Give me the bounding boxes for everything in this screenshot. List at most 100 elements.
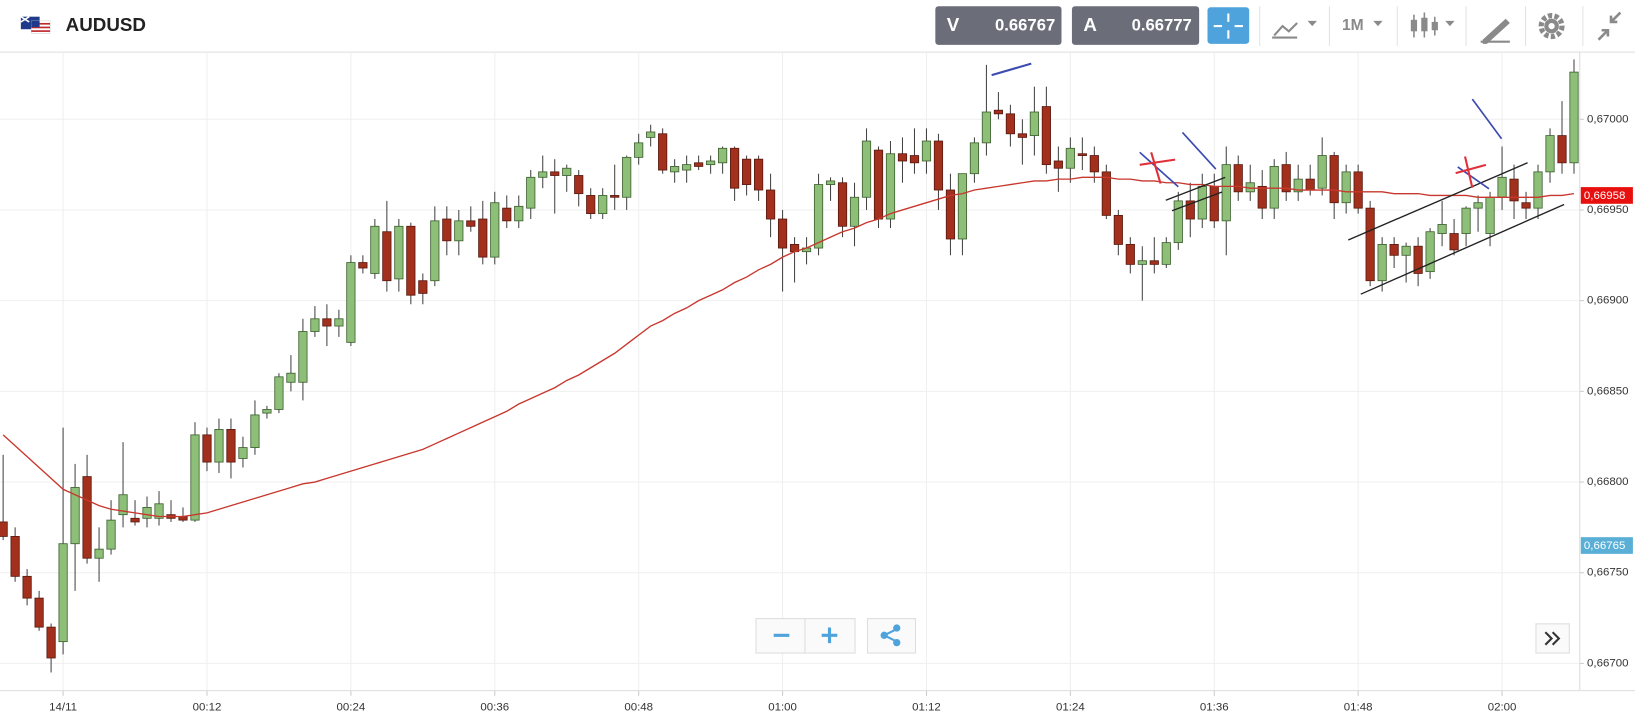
- candle-body: [885, 153, 896, 220]
- y-tick-label: 0,66800: [1587, 476, 1628, 488]
- candle-body: [993, 109, 1004, 115]
- price-tag: [1580, 537, 1633, 554]
- candle-body: [1293, 178, 1303, 193]
- timeframe-button[interactable]: 1M: [1342, 17, 1383, 34]
- candle-body: [897, 153, 908, 162]
- candle-body: [1329, 155, 1339, 204]
- candle-body: [58, 543, 68, 643]
- candle-body: [1257, 185, 1267, 209]
- candle-body: [466, 220, 476, 227]
- candle-body: [658, 133, 668, 171]
- candle-body: [1485, 196, 1495, 234]
- candle-body: [622, 156, 632, 198]
- candle-body: [1065, 147, 1075, 169]
- chart-type-button[interactable]: [1272, 20, 1317, 39]
- candle-style-button[interactable]: [1410, 12, 1455, 38]
- candle-body: [1509, 178, 1519, 202]
- candle-body: [1533, 171, 1543, 209]
- candle-body: [538, 171, 548, 178]
- draw-button[interactable]: [1480, 18, 1510, 44]
- x-tick-label: 01:24: [1056, 701, 1085, 713]
- x-tick-label: 00:36: [480, 701, 509, 713]
- candle-body: [430, 220, 440, 282]
- candle-body: [1209, 185, 1219, 222]
- candle-body: [274, 376, 284, 410]
- moving-average-line: [2, 176, 1575, 518]
- candle-body: [82, 476, 92, 559]
- candle-body: [1341, 171, 1351, 204]
- collapse-button[interactable]: [1597, 11, 1622, 41]
- candle-body: [226, 429, 236, 463]
- candle-body: [142, 507, 152, 519]
- candle-body: [262, 409, 272, 414]
- candle-body: [382, 231, 392, 282]
- candle-body: [1017, 133, 1027, 138]
- price-tag: [1580, 187, 1633, 204]
- candle-body: [610, 195, 620, 198]
- candle-body: [1425, 231, 1435, 273]
- candle-body: [694, 162, 704, 167]
- timeframe: 1M: [1342, 17, 1364, 34]
- candle-body: [394, 225, 404, 280]
- candle-body: [957, 173, 968, 240]
- candle-body: [490, 202, 500, 258]
- candle-body: [514, 205, 524, 222]
- candle-body: [1077, 153, 1087, 156]
- candle-body: [718, 147, 728, 164]
- candle-body: [682, 164, 692, 171]
- candle-body: [346, 262, 356, 343]
- y-tick-label: 0,66700: [1587, 657, 1628, 669]
- x-tick-label: 01:12: [912, 701, 941, 713]
- candle-body: [706, 160, 716, 166]
- toolbar: [0, 0, 1635, 53]
- candle-body: [1113, 214, 1123, 245]
- x-tick-label: 01:36: [1200, 701, 1229, 713]
- candle-body: [1125, 244, 1135, 265]
- candle-body: [562, 167, 572, 176]
- candle-body: [406, 225, 416, 296]
- candle-body: [1569, 71, 1579, 164]
- candle-body: [46, 626, 56, 659]
- candle-body: [909, 155, 920, 164]
- crosshair-button[interactable]: [1207, 7, 1250, 44]
- candle-body: [825, 180, 836, 185]
- candle-body: [1305, 178, 1315, 191]
- buy-button[interactable]: A 0.66777: [1071, 6, 1200, 45]
- x-tick-label: 14/11: [49, 701, 77, 713]
- candle-body: [298, 331, 308, 383]
- candle-body: [1281, 164, 1291, 193]
- candle-body: [1497, 176, 1507, 198]
- candle-body: [70, 487, 80, 545]
- zoom-in-button[interactable]: [804, 618, 856, 654]
- candle-body: [202, 434, 212, 463]
- share-button[interactable]: [867, 618, 917, 654]
- candle-body: [586, 195, 596, 215]
- settings-button[interactable]: [1538, 13, 1565, 40]
- candle-body: [1377, 244, 1387, 282]
- x-tick-label: 00:48: [624, 701, 653, 713]
- price-tag-label: 0,66765: [1584, 540, 1625, 552]
- y-tick-label: 0,67000: [1587, 113, 1628, 125]
- candle-body: [106, 519, 116, 550]
- candle-body: [1389, 244, 1399, 256]
- sell-label: V: [947, 14, 960, 35]
- buy-label: A: [1083, 14, 1097, 35]
- candle-body: [646, 131, 656, 138]
- x-tick-label: 01:48: [1344, 701, 1373, 713]
- candle-body: [1449, 233, 1459, 251]
- candle-body: [1269, 166, 1279, 209]
- scroll-to-end-button[interactable]: [1535, 623, 1570, 654]
- candle-body: [370, 225, 380, 274]
- candle-body: [933, 140, 944, 191]
- y-tick-label: 0,66850: [1587, 385, 1628, 397]
- candle-body: [1437, 224, 1447, 234]
- sell-button[interactable]: V 0.66767: [935, 6, 1062, 45]
- candle-body: [1233, 164, 1243, 193]
- candle-body: [238, 447, 248, 459]
- candle-body: [478, 218, 488, 258]
- candle-body: [1401, 245, 1411, 256]
- zoom-out-button[interactable]: [755, 618, 806, 654]
